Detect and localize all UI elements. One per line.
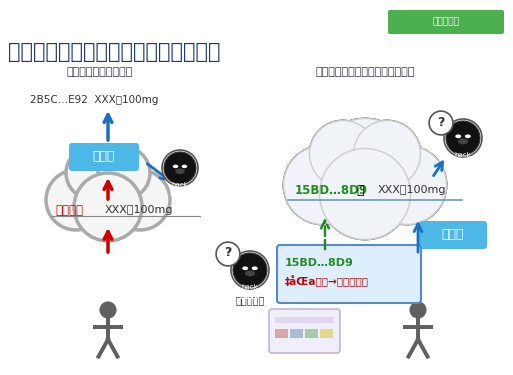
Circle shape: [320, 149, 410, 239]
Text: hack: hack: [170, 189, 190, 198]
FancyBboxPatch shape: [320, 329, 333, 338]
Circle shape: [315, 120, 415, 220]
Circle shape: [66, 147, 118, 199]
Circle shape: [216, 242, 240, 266]
Ellipse shape: [175, 168, 185, 174]
Text: 特許出願済: 特許出願済: [432, 18, 460, 27]
Circle shape: [429, 111, 453, 135]
Ellipse shape: [252, 266, 258, 270]
Circle shape: [368, 147, 445, 224]
Circle shape: [70, 147, 146, 223]
FancyBboxPatch shape: [69, 143, 139, 171]
Circle shape: [162, 150, 198, 186]
Circle shape: [231, 251, 269, 289]
Ellipse shape: [245, 270, 255, 276]
Text: XXX錠100mg: XXX錠100mg: [378, 185, 446, 195]
Text: ‡åŒa　（→試験花子）: ‡åŒa （→試験花子）: [285, 274, 369, 286]
FancyBboxPatch shape: [277, 245, 421, 303]
Text: hack: hack: [172, 182, 188, 188]
FancyBboxPatch shape: [275, 317, 334, 323]
Circle shape: [46, 170, 106, 230]
Text: hack: hack: [455, 153, 471, 159]
Text: 🔑: 🔑: [356, 183, 364, 196]
Text: 15BD…8D9: 15BD…8D9: [285, 258, 354, 268]
Text: スキミング: スキミング: [235, 295, 265, 305]
Text: 15BD…8D9: 15BD…8D9: [295, 183, 368, 196]
Circle shape: [367, 146, 446, 225]
Circle shape: [74, 173, 142, 241]
Text: XXX錠100mg: XXX錠100mg: [105, 205, 173, 215]
Ellipse shape: [458, 138, 468, 144]
Circle shape: [446, 121, 480, 155]
Text: 匿名化: 匿名化: [93, 150, 115, 164]
Circle shape: [285, 147, 362, 224]
Circle shape: [110, 170, 170, 230]
Circle shape: [444, 119, 482, 157]
Text: ?: ?: [437, 116, 445, 129]
Circle shape: [309, 120, 377, 188]
FancyBboxPatch shape: [269, 309, 340, 353]
Text: ?: ?: [224, 246, 232, 259]
Circle shape: [313, 118, 417, 222]
Ellipse shape: [182, 165, 187, 168]
FancyBboxPatch shape: [388, 10, 504, 34]
Circle shape: [311, 122, 375, 186]
Text: hack: hack: [453, 160, 473, 169]
Circle shape: [353, 120, 421, 188]
Circle shape: [314, 120, 416, 220]
Circle shape: [368, 146, 446, 224]
Text: 匿名化: 匿名化: [442, 228, 464, 242]
Circle shape: [321, 150, 409, 238]
Circle shape: [284, 146, 362, 224]
FancyBboxPatch shape: [305, 329, 318, 338]
Ellipse shape: [455, 134, 461, 138]
Ellipse shape: [242, 266, 248, 270]
Text: hack: hack: [240, 292, 260, 301]
FancyBboxPatch shape: [290, 329, 303, 338]
Circle shape: [369, 147, 445, 223]
Circle shape: [409, 302, 426, 318]
Text: 2B5C…E92  XXX錠100mg: 2B5C…E92 XXX錠100mg: [30, 95, 159, 105]
Circle shape: [285, 147, 361, 223]
Text: 【一般的なシステム】: 【一般的なシステム】: [67, 67, 133, 77]
Text: hack: hack: [242, 285, 259, 291]
Ellipse shape: [465, 134, 471, 138]
Text: 【個人情報に配慮したシステム】: 【個人情報に配慮したシステム】: [315, 67, 415, 77]
Text: 試験花子: 試験花子: [55, 204, 83, 216]
Circle shape: [164, 152, 196, 184]
Circle shape: [355, 122, 419, 186]
Circle shape: [284, 146, 363, 225]
FancyBboxPatch shape: [419, 221, 487, 249]
Text: 個人情報に配慮した情報蓄積システム: 個人情報に配慮した情報蓄積システム: [8, 42, 221, 62]
Circle shape: [233, 253, 267, 287]
Circle shape: [320, 148, 410, 240]
Circle shape: [354, 122, 420, 186]
Circle shape: [314, 119, 416, 221]
Circle shape: [310, 122, 376, 186]
Circle shape: [321, 150, 409, 238]
Circle shape: [354, 121, 420, 187]
Circle shape: [310, 121, 376, 187]
Ellipse shape: [173, 165, 179, 168]
Circle shape: [98, 147, 150, 199]
Circle shape: [100, 302, 116, 318]
FancyBboxPatch shape: [275, 329, 288, 338]
